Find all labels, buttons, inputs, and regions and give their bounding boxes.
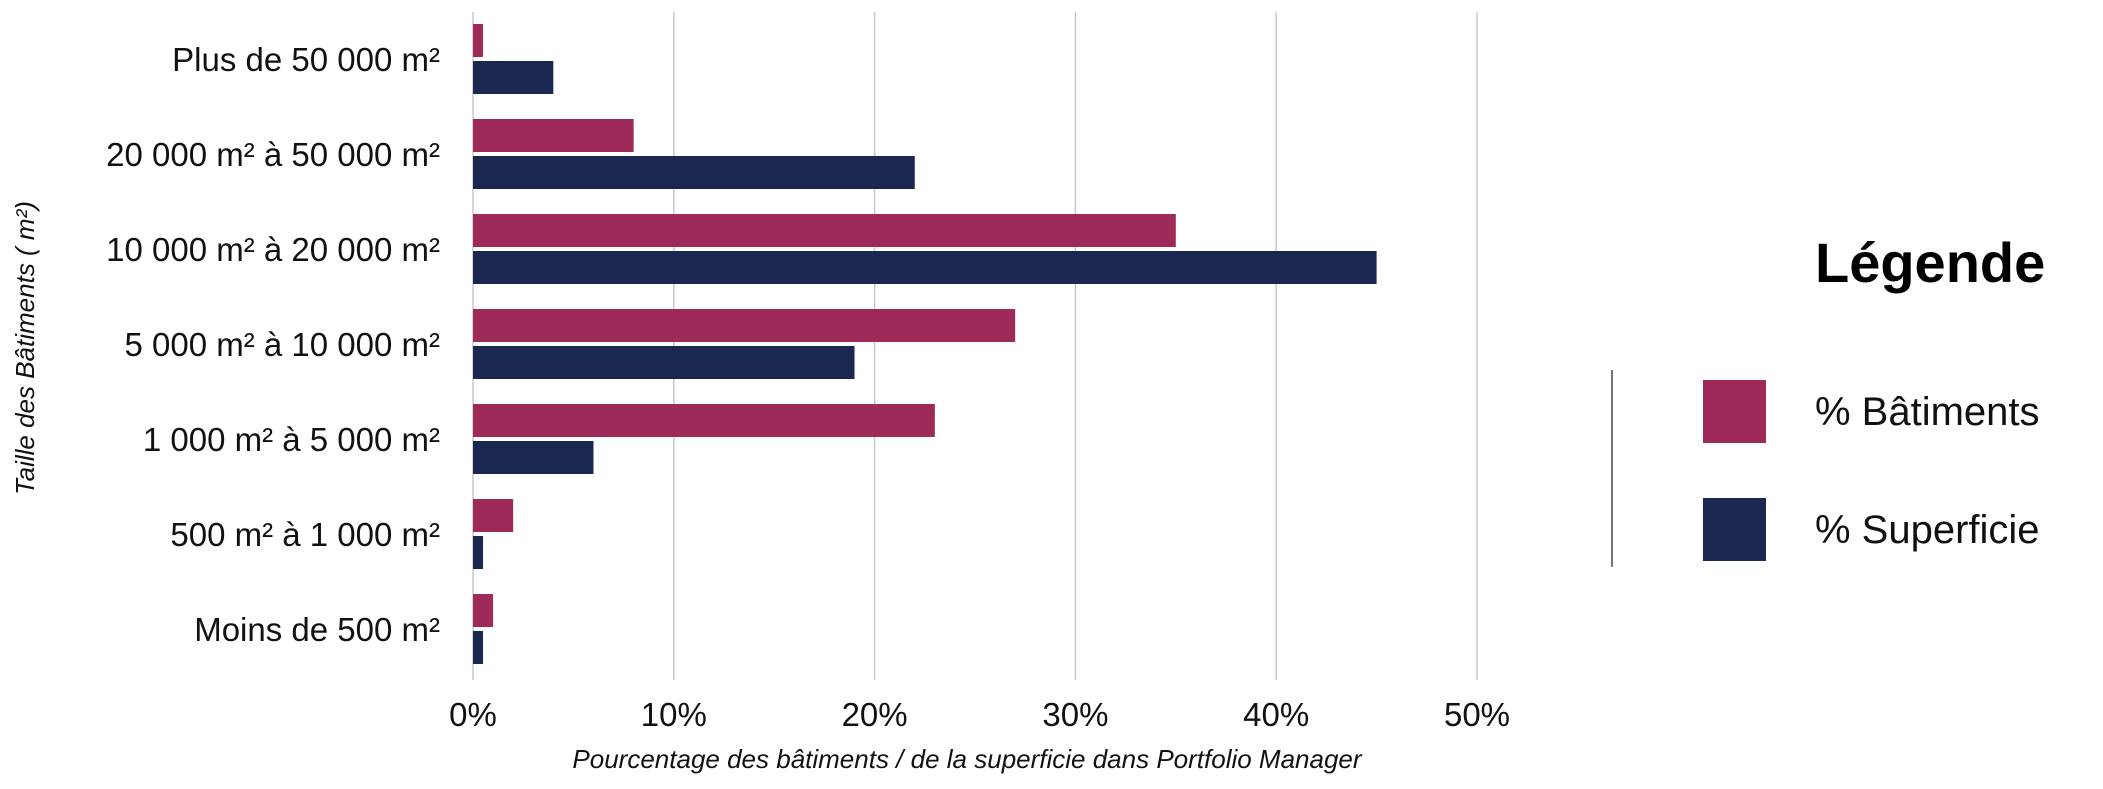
category-labels: Plus de 50 000 m² 20 000 m² à 50 000 m² 10… [106,41,440,648]
x-tick-label: 10% [641,696,707,733]
category-label: Moins de 500 m² [194,611,440,648]
y-axis-title: Taille des Bâtiments ( m²) [10,201,40,495]
bar-superficie [473,536,484,569]
bars [473,24,1377,664]
legend-items: % Bâtiments % Superficie [1703,380,2040,561]
category-label: 10 000 m² à 20 000 m² [106,231,440,268]
x-tick-label: 20% [842,696,908,733]
legend-label: % Bâtiments [1815,390,2040,434]
bar-superficie [473,251,1377,284]
x-tick-label: 30% [1042,696,1108,733]
x-tick-label: 50% [1444,696,1510,733]
legend-label: % Superficie [1815,508,2040,552]
category-label: Plus de 50 000 m² [172,41,440,78]
x-tick-labels: 0% 10% 20% 30% 40% 50% [449,696,1510,733]
bar-superficie [473,61,554,94]
x-tick-label: 0% [449,696,497,733]
bar-superficie [473,441,594,474]
legend-swatch [1703,498,1766,561]
category-label: 1 000 m² à 5 000 m² [143,421,440,458]
bar-b-timents [473,24,484,57]
bar-superficie [473,156,915,189]
category-label: 20 000 m² à 50 000 m² [106,136,440,173]
bar-b-timents [473,309,1016,342]
x-tick-label: 40% [1243,696,1309,733]
x-axis-title: Pourcentage des bâtiments / de la superf… [572,744,1362,774]
bar-superficie [473,631,484,664]
legend-title: Légende [1815,231,2045,294]
bar-b-timents [473,499,514,532]
category-label: 500 m² à 1 000 m² [170,516,440,553]
category-label: 5 000 m² à 10 000 m² [125,326,441,363]
bar-b-timents [473,594,494,627]
legend: Légende % Bâtiments % Superficie [1611,231,2045,567]
bar-b-timents [473,119,634,152]
legend-swatch [1703,380,1766,443]
bar-superficie [473,346,855,379]
bar-b-timents [473,214,1176,247]
bar-b-timents [473,404,935,437]
